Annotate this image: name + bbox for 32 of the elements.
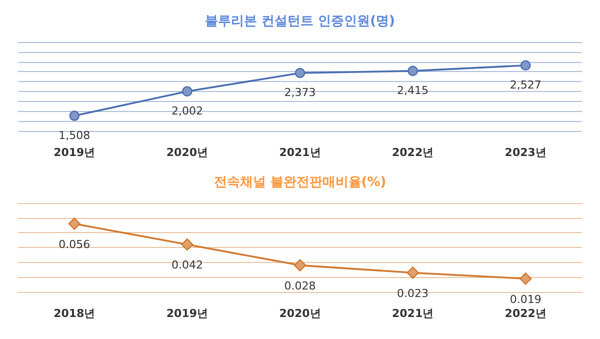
x-tick-label: 2019년: [54, 146, 96, 159]
point: [294, 68, 306, 78]
data-label: 2,415: [397, 84, 429, 98]
data-label: 2,002: [171, 104, 203, 118]
data-label: 0.019: [510, 292, 542, 306]
point: [68, 218, 80, 230]
data-label: 0.042: [171, 258, 203, 272]
point: [294, 259, 306, 272]
data-label: 2,527: [510, 78, 542, 92]
point: [520, 272, 532, 285]
point: [69, 110, 80, 121]
x-tick-label: 2021년: [392, 307, 434, 320]
chart-title: 블루리본 컨설턴트 인증인원(명): [205, 14, 395, 29]
point: [520, 60, 531, 70]
data-label: 0.056: [58, 238, 90, 251]
x-tick-label: 2022년: [392, 146, 434, 159]
point: [406, 266, 419, 279]
x-tick-label: 2022년: [504, 307, 546, 320]
x-tick-label: 2021년: [279, 146, 321, 159]
x-tick-label: 2020년: [166, 146, 208, 159]
data-label: 0.023: [397, 286, 429, 300]
chart-title: 전속채널 불완전판매비율(%): [214, 175, 386, 190]
x-tick-label: 2023년: [504, 146, 546, 159]
point: [408, 66, 418, 76]
data-label: 2,373: [284, 86, 316, 100]
x-tick-label: 2018년: [54, 307, 96, 320]
data-label: 1,508: [58, 128, 90, 142]
x-tick-label: 2019년: [166, 307, 208, 320]
point: [182, 86, 192, 96]
data-label: 0.028: [284, 279, 316, 292]
point: [181, 238, 194, 251]
x-tick-label: 2020년: [279, 307, 321, 320]
